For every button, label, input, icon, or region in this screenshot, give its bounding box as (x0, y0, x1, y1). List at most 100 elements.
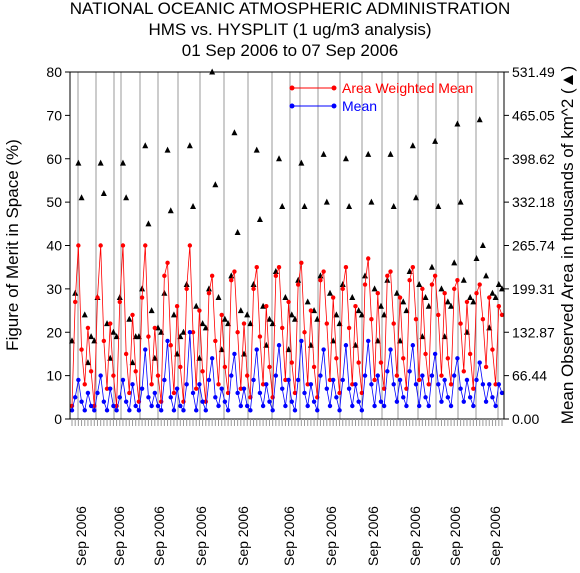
mean-point-126 (471, 403, 476, 409)
x-tick-label-4: Sep 2006 (235, 506, 251, 566)
mean-point-2 (76, 377, 81, 383)
mean-point-74 (305, 403, 310, 409)
awm-point-92 (362, 282, 368, 287)
awm-point-28 (158, 399, 164, 404)
observed-area-point-25 (148, 307, 155, 314)
mean-point-44 (209, 356, 215, 361)
observed-area-point-3 (78, 194, 85, 201)
awm-point-43 (206, 291, 212, 296)
observed-area-point-56 (247, 320, 254, 327)
awm-point-113 (429, 282, 435, 287)
awm-point-6 (88, 369, 94, 374)
mean-point-63 (270, 408, 275, 413)
mean-point-78 (318, 373, 323, 378)
awm-point-115 (436, 312, 441, 318)
mean-point-90 (356, 399, 361, 404)
awm-point-133 (493, 382, 498, 387)
mean-point-118 (445, 395, 451, 400)
x-tick-label-1: Sep 2006 (111, 506, 127, 566)
observed-area-point-45 (212, 181, 219, 188)
mean-point-129 (480, 382, 486, 387)
awm-point-81 (327, 377, 333, 383)
mean-point-36 (184, 382, 189, 387)
left-tick-label-0: 0 (54, 411, 62, 427)
x-tick-label-5: Sep 2006 (281, 506, 297, 566)
awm-point-52 (235, 330, 240, 335)
awm-point-55 (244, 373, 250, 378)
mean-point-107 (410, 343, 416, 348)
observed-area-point-67 (282, 294, 289, 301)
mean-point-25 (149, 403, 154, 409)
mean-point-130 (483, 399, 489, 404)
x-tick-label-7: Sep 2006 (365, 506, 381, 566)
x-tick-label-6: Sep 2006 (323, 506, 339, 566)
awm-point-22 (139, 295, 145, 300)
x-tick-label-10: Sep 2006 (487, 506, 503, 566)
mean-point-15 (117, 395, 122, 400)
awm-point-100 (388, 269, 393, 274)
awm-point-2 (76, 243, 81, 248)
mean-point-57 (251, 377, 256, 383)
left-axis-label: Figure of Merit in Space (%) (3, 139, 22, 351)
awm-point-32 (171, 390, 177, 396)
observed-area-point-104 (400, 298, 407, 305)
mean-point-5 (85, 390, 91, 396)
mean-point-109 (416, 403, 422, 409)
awm-point-66 (280, 325, 285, 331)
observed-area-point-68 (285, 346, 292, 353)
observed-area-point-119 (448, 302, 455, 309)
observed-area-point-14 (113, 333, 120, 340)
mean-point-30 (165, 338, 170, 344)
legend-awm-marker-start (289, 85, 295, 91)
awm-point-13 (111, 373, 116, 378)
observed-area-point-86 (342, 155, 349, 162)
observed-area-point-29 (161, 289, 168, 296)
mean-point-104 (401, 395, 406, 400)
mean-point-80 (324, 386, 330, 391)
awm-point-36 (184, 286, 189, 292)
observed-area-point-24 (145, 220, 152, 227)
mean-point-89 (353, 382, 358, 387)
awm-point-116 (439, 373, 444, 378)
mean-point-119 (448, 403, 454, 409)
observed-area-point-77 (314, 315, 321, 322)
mean-point-128 (477, 360, 482, 365)
awm-point-37 (187, 243, 193, 248)
awm-point-71 (295, 282, 301, 287)
mean-point-108 (413, 382, 419, 387)
mean-point-8 (95, 390, 100, 396)
observed-area-point-43 (205, 285, 212, 292)
awm-point-88 (350, 382, 355, 387)
awm-point-131 (487, 295, 492, 300)
observed-area-point-128 (476, 116, 483, 123)
right-tick-label-4: 265.74 (512, 238, 555, 254)
mean-point-131 (487, 382, 492, 387)
awm-point-1 (72, 299, 78, 305)
awm-point-74 (305, 382, 310, 387)
left-tick-label-2: 20 (46, 324, 62, 340)
observed-area-point-129 (479, 242, 486, 248)
mean-point-116 (439, 399, 444, 404)
observed-area-point-133 (492, 294, 499, 301)
right-tick-label-1: 66.44 (512, 368, 547, 384)
awm-point-46 (216, 382, 221, 387)
mean-point-121 (455, 356, 460, 361)
observed-area-point-22 (139, 285, 146, 292)
awm-point-86 (343, 264, 349, 270)
mean-point-11 (104, 408, 110, 413)
mean-point-114 (432, 351, 438, 357)
mean-point-105 (404, 403, 409, 409)
awm-point-72 (299, 260, 304, 266)
legend-mean-marker-end (331, 103, 337, 109)
observed-area-point-57 (250, 281, 257, 288)
mean-point-31 (168, 395, 173, 400)
awm-point-20 (133, 369, 138, 374)
left-tick-label-5: 50 (46, 194, 62, 210)
awm-point-19 (130, 312, 135, 318)
mean-point-28 (158, 408, 164, 413)
awm-line (71, 245, 503, 407)
awm-point-8 (95, 295, 100, 300)
mean-point-37 (187, 330, 193, 335)
awm-point-96 (375, 291, 380, 296)
observed-area-point-115 (435, 202, 442, 209)
